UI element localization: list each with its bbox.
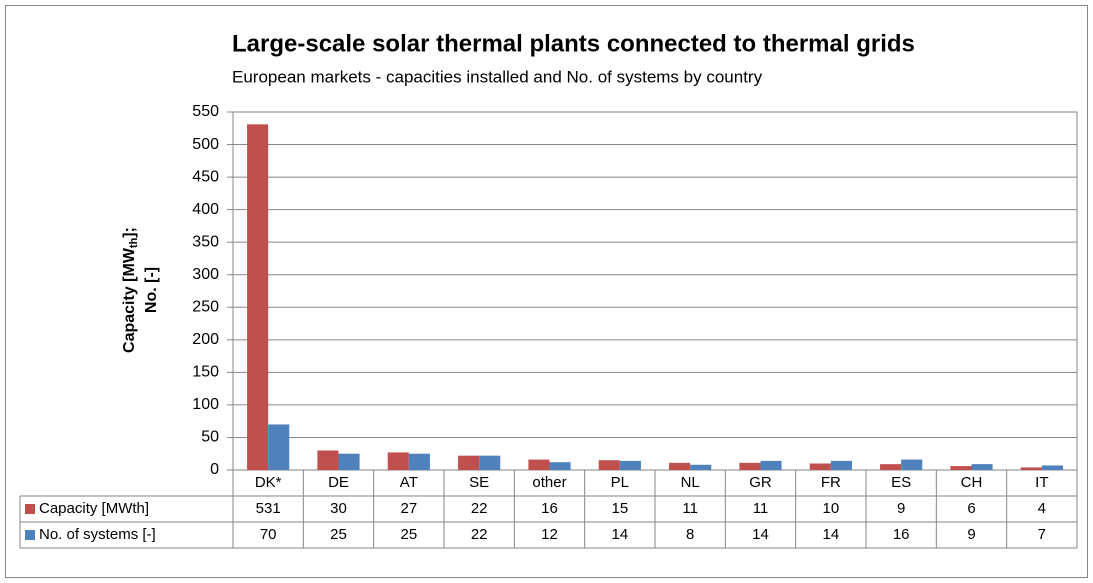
y-tick-label: 500 <box>192 136 219 153</box>
table-value: 8 <box>686 526 694 543</box>
x-tick-label: SE <box>469 474 489 491</box>
bar <box>387 452 409 470</box>
table-value: 531 <box>256 500 281 517</box>
y-tick-label: 550 <box>192 103 219 120</box>
x-tick-label: other <box>532 474 566 491</box>
bar <box>317 450 339 470</box>
y-tick-label: 100 <box>192 396 219 413</box>
table-value: 14 <box>611 526 628 543</box>
table-value: 6 <box>967 500 975 517</box>
table-value: 30 <box>330 500 347 517</box>
table-value: 16 <box>541 500 558 517</box>
table-value: 14 <box>752 526 769 543</box>
bar <box>458 455 480 470</box>
legend-label: No. of systems [-] <box>39 526 156 543</box>
bar <box>880 464 902 470</box>
chart-subtitle: European markets - capacities installed … <box>232 67 763 86</box>
table-value: 7 <box>1038 526 1046 543</box>
bar <box>760 460 782 470</box>
x-tick-label: ES <box>891 474 911 491</box>
bar <box>971 464 993 470</box>
table-value: 16 <box>893 526 910 543</box>
bar <box>619 460 641 470</box>
y-tick-label: 350 <box>192 233 219 250</box>
bar <box>1041 465 1063 470</box>
bar <box>268 424 290 470</box>
y-tick-label: 300 <box>192 266 219 283</box>
bar <box>479 455 501 470</box>
table-value: 14 <box>822 526 839 543</box>
x-tick-label: PL <box>611 474 629 491</box>
bar <box>598 460 620 470</box>
y-tick-label: 450 <box>192 168 219 185</box>
bar <box>901 459 923 470</box>
y-tick-label: 150 <box>192 364 219 381</box>
bar <box>1020 467 1042 470</box>
legend-label: Capacity [MWth] <box>39 500 149 517</box>
table-value: 4 <box>1038 500 1046 517</box>
table-value: 10 <box>822 500 839 517</box>
bar <box>690 464 712 470</box>
x-tick-label: NL <box>681 474 700 491</box>
y-label-sub: th <box>128 237 140 248</box>
table-value: 70 <box>260 526 277 543</box>
chart-title: Large-scale solar thermal plants connect… <box>232 30 915 57</box>
x-tick-label: IT <box>1035 474 1048 491</box>
bar <box>247 124 269 470</box>
legend-key <box>25 504 35 514</box>
y-tick-label: 0 <box>210 461 219 478</box>
table-value: 9 <box>967 526 975 543</box>
x-tick-label: CH <box>961 474 983 491</box>
y-label-line1: Capacity [MWth]; <box>121 227 140 353</box>
table-value: 11 <box>753 500 769 517</box>
table-value: 22 <box>471 500 488 517</box>
bar <box>408 453 430 470</box>
bar <box>528 459 550 470</box>
chart-border <box>5 5 1088 578</box>
bar <box>669 462 691 470</box>
bar <box>830 460 852 470</box>
x-tick-label: DK* <box>255 474 282 491</box>
table-value: 12 <box>541 526 558 543</box>
x-tick-label: AT <box>400 474 418 491</box>
y-tick-label: 250 <box>192 298 219 315</box>
y-label-line2: No. [-] <box>143 267 160 313</box>
table-value: 15 <box>611 500 628 517</box>
bar <box>338 453 360 470</box>
bar <box>809 463 831 470</box>
table-value: 27 <box>400 500 417 517</box>
table-value: 25 <box>400 526 417 543</box>
bar <box>950 466 972 470</box>
y-tick-label: 200 <box>192 331 219 348</box>
table-value: 11 <box>682 500 698 517</box>
table-value: 9 <box>897 500 905 517</box>
y-axis-label: Capacity [MWth]; No. [-] <box>121 227 160 353</box>
bar <box>549 462 571 470</box>
y-tick-label: 50 <box>201 429 219 446</box>
y-tick-label: 400 <box>192 201 219 218</box>
x-tick-label: DE <box>328 474 349 491</box>
y-label-part: Capacity [MW <box>121 247 138 353</box>
x-tick-label: GR <box>749 474 772 491</box>
x-tick-label: FR <box>821 474 841 491</box>
y-label-part: ]; <box>121 227 138 238</box>
table-value: 25 <box>330 526 347 543</box>
table-value: 22 <box>471 526 488 543</box>
bar <box>739 462 761 470</box>
legend-key <box>25 530 35 540</box>
